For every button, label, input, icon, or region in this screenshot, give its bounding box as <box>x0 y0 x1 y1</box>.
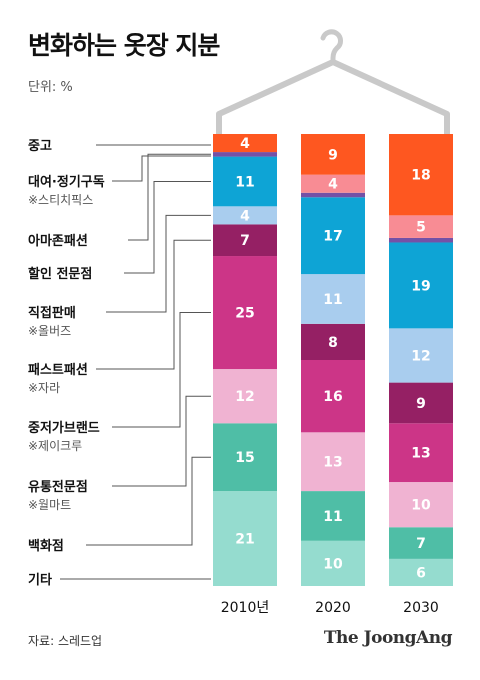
source-note: 자료: 스레드업 <box>28 634 103 648</box>
bar-segment <box>213 134 277 153</box>
data-label: 4 <box>240 208 250 224</box>
bar-segment <box>389 423 453 483</box>
leader-line <box>96 239 211 370</box>
data-label: 11 <box>235 174 254 190</box>
data-label: 13 <box>323 455 342 471</box>
legend-label: 패스트패션 <box>28 363 88 378</box>
data-label: 10 <box>411 498 431 514</box>
bar-segment <box>389 242 453 329</box>
bar-segment <box>301 432 365 492</box>
data-label: 8 <box>328 335 338 351</box>
legend-label: 아마존패션 <box>28 233 88 249</box>
data-label: 4 <box>328 177 338 193</box>
legend-note: ※제이크루 <box>28 439 82 453</box>
bar-segment <box>213 423 277 492</box>
data-label: 7 <box>416 536 426 552</box>
legend-label: 유통전문점 <box>28 479 88 495</box>
data-label: 5 <box>416 220 426 236</box>
bar-segment <box>389 215 453 238</box>
leader-line <box>106 214 211 313</box>
bar-segment <box>389 134 453 216</box>
data-label: 11 <box>323 509 342 525</box>
data-label: 12 <box>411 348 430 364</box>
x-tick-label: 2030 <box>403 600 439 616</box>
bar-segment <box>213 206 277 225</box>
bar-segment <box>389 237 453 243</box>
bar-segment <box>389 382 453 424</box>
bar-segment <box>213 256 277 370</box>
legend-note: ※월마트 <box>28 498 71 512</box>
bar-segment <box>301 134 365 175</box>
data-label: 4 <box>240 136 250 152</box>
data-label: 17 <box>323 229 342 245</box>
x-tick-label: 2020 <box>315 600 351 616</box>
data-label: 7 <box>240 233 250 249</box>
bar-segment <box>301 274 365 324</box>
data-label: 16 <box>323 389 342 405</box>
bar-segment <box>213 224 277 257</box>
unit-label: 단위: % <box>28 80 73 95</box>
leader-line <box>86 456 211 546</box>
legend-label: 할인 전문점 <box>28 266 92 282</box>
x-axis: 2010년 2020 2030 <box>221 600 439 616</box>
bar-segment <box>213 369 277 424</box>
data-label: 19 <box>411 278 430 294</box>
data-label: 21 <box>235 532 254 548</box>
bar-segment <box>389 328 453 383</box>
data-label: 11 <box>323 292 342 308</box>
bar-segment <box>301 323 365 360</box>
hanger-icon <box>216 29 450 137</box>
legend-note: ※올버즈 <box>28 324 71 338</box>
legend-label: 중고 <box>28 139 52 154</box>
bar-segment <box>301 174 365 193</box>
leader-lines <box>60 144 211 580</box>
data-label: 6 <box>416 565 426 581</box>
publisher-logo: The JoongAng <box>323 628 453 648</box>
leader-line <box>112 395 211 487</box>
bar-segment <box>301 192 365 198</box>
data-label: 13 <box>411 446 430 462</box>
bar-segment <box>301 540 365 586</box>
bar-segment <box>213 152 277 157</box>
legend-label: 중저가브랜드 <box>28 420 100 436</box>
x-tick-label: 2010년 <box>221 600 270 616</box>
bar-segment <box>301 491 365 541</box>
legend-note: ※자라 <box>28 381 60 395</box>
bar-segment <box>301 360 365 433</box>
chart-title: 변화하는 옷장 지분 <box>28 31 220 60</box>
bar-segment <box>389 482 453 528</box>
legend-label: 백화점 <box>28 538 64 554</box>
legend-label: 대여·정기구독 <box>28 174 105 190</box>
bar-segment <box>213 491 277 586</box>
legend-note: ※스티치픽스 <box>28 193 93 207</box>
bar-segment <box>301 197 365 275</box>
bar-segment <box>213 156 277 207</box>
data-label: 25 <box>235 306 254 322</box>
legend-label: 직접판매 <box>28 305 76 321</box>
bars <box>213 134 453 586</box>
data-label: 15 <box>235 450 254 466</box>
bar-segment <box>389 558 453 586</box>
data-label: 18 <box>411 168 430 184</box>
bar-segment <box>389 527 453 559</box>
segment-labels: 21 15 12 25 7 4 11 4 10 11 13 16 8 11 17 4 9 6 7 10 13 9 12 19 5… <box>235 136 431 581</box>
leader-line <box>112 155 211 182</box>
data-label: 9 <box>328 147 338 163</box>
leader-line <box>124 181 211 274</box>
data-label: 10 <box>323 556 343 572</box>
leader-line <box>112 312 211 428</box>
data-label: 9 <box>416 396 426 412</box>
data-label: 12 <box>235 389 254 405</box>
leader-line <box>128 153 211 241</box>
legend-label: 기타 <box>28 572 52 588</box>
